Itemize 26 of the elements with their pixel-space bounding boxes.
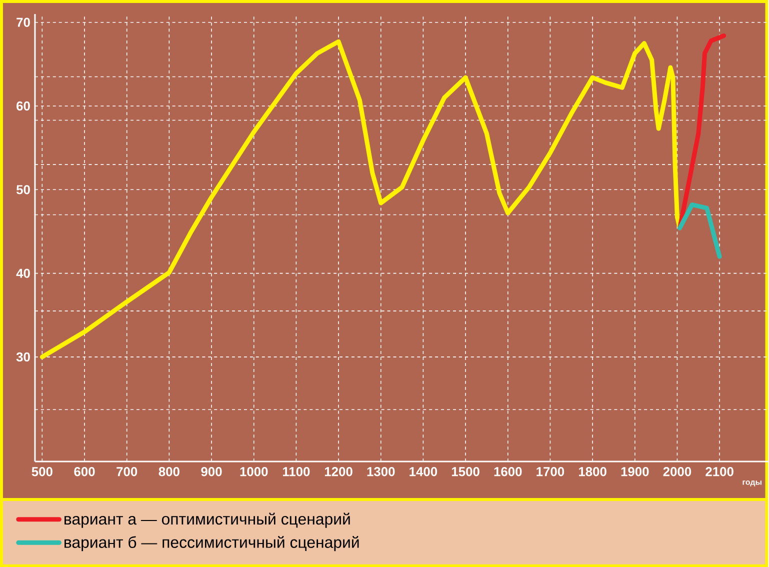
x-tick-label: 600 — [74, 466, 95, 476]
x-tick-label: 1200 — [324, 466, 352, 476]
y-tick-label: 60 — [16, 101, 30, 110]
x-tick-label: 1000 — [240, 466, 268, 476]
x-tick-label: 1100 — [282, 466, 310, 476]
y-tick-label: 40 — [16, 268, 30, 278]
x-tick-label: 1800 — [578, 466, 606, 476]
x-tick-label: 2000 — [663, 466, 692, 476]
x-tick-label: 1300 — [367, 466, 395, 476]
x-tick-label: 1600 — [494, 466, 522, 476]
x-tick-label: 1700 — [536, 466, 564, 476]
x-tick-label: 1400 — [410, 466, 438, 476]
y-tick-label: 30 — [16, 352, 30, 362]
x-tick-label: 2100 — [706, 466, 734, 476]
line-series — [40, 39, 682, 360]
legend-label: вариант б — пессимистичный сценарий — [64, 536, 359, 551]
x-tick-label: 1900 — [621, 466, 649, 476]
y-tick-label: 50 — [16, 184, 30, 194]
line-series — [678, 202, 722, 259]
x-tick-label: 1500 — [452, 466, 480, 476]
x-tick-label: 900 — [201, 466, 222, 476]
x-tick-label: 500 — [32, 466, 52, 476]
x-tick-label: 800 — [158, 466, 180, 476]
legend-label: вариант а — оптимистичный сценарий — [64, 512, 350, 528]
y-tick-label: 70 — [16, 18, 30, 27]
x-tick-label: 700 — [116, 466, 138, 476]
